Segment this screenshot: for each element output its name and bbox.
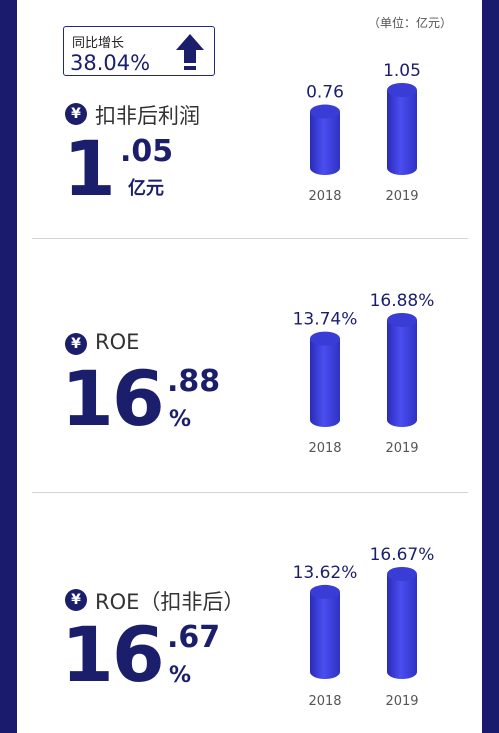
- bar-2019: [387, 567, 417, 679]
- tick-label: 2019: [385, 694, 418, 709]
- metric-unit: 亿元: [128, 178, 164, 199]
- metric-decimal: .88: [167, 364, 221, 399]
- data-label: 16.88%: [370, 291, 435, 311]
- yen-icon: ¥: [65, 589, 87, 611]
- data-label: 13.74%: [293, 310, 358, 330]
- up-arrow-icon: [176, 34, 204, 70]
- data-label: 13.62%: [293, 563, 358, 583]
- panel-roe: ¥ ROE 16 .88 %: [17, 239, 482, 492]
- bar-body: [310, 591, 340, 679]
- metric-decimal: .67: [167, 620, 221, 655]
- bar-2019: [387, 313, 417, 427]
- bar-top: [310, 331, 340, 346]
- bar-top: [387, 567, 417, 581]
- bar-2018: [310, 584, 340, 679]
- metric-unit: %: [169, 407, 192, 432]
- data-label: 1.05: [383, 61, 421, 81]
- bar-body: [387, 320, 417, 427]
- bar-body: [387, 90, 417, 175]
- growth-badge: 同比增长 38.04%: [63, 26, 215, 76]
- bar-2018: [310, 331, 340, 427]
- divider: [32, 238, 468, 239]
- bar-charts: 0.76 2018 1.05 2019 13.74% 2018 16.88% 2019 13.6…: [293, 61, 435, 709]
- bar-body: [310, 338, 340, 427]
- data-label: 16.67%: [370, 545, 435, 565]
- bar-top: [310, 584, 340, 599]
- bar-body: [387, 574, 417, 679]
- growth-label: 同比增长: [72, 36, 125, 51]
- tick-label: 2018: [308, 189, 341, 204]
- metric-label: ROE: [95, 330, 140, 354]
- metric-decimal: .05: [120, 134, 174, 169]
- bar-body: [310, 111, 340, 175]
- bar-top: [387, 83, 417, 97]
- divider: [32, 492, 468, 493]
- tick-label: 2018: [308, 694, 341, 709]
- panel-roe-deducted: ¥ ROE（扣非后） 16 .67 %: [17, 493, 482, 733]
- unit-note: （单位：亿元）: [367, 16, 452, 30]
- bar-2019: [387, 83, 417, 175]
- yen-icon: ¥: [65, 103, 87, 125]
- tick-label: 2019: [385, 441, 418, 456]
- bar-2018: [310, 104, 340, 175]
- metric-integer: 1: [63, 124, 116, 213]
- tick-label: 2018: [308, 441, 341, 456]
- metric-integer: 16: [61, 610, 165, 699]
- infographic-page: （单位：亿元） 同比增长 38.04% ¥ 扣非后利润 1 .05 亿元 ¥ R…: [17, 0, 482, 733]
- metric-label: 扣非后利润: [95, 104, 200, 128]
- metric-unit: %: [169, 663, 192, 688]
- metric-label: ROE（扣非后）: [95, 590, 245, 614]
- growth-value: 38.04%: [70, 51, 151, 75]
- metric-integer: 16: [61, 354, 165, 443]
- yen-icon: ¥: [65, 333, 87, 355]
- data-label: 0.76: [306, 83, 344, 103]
- bar-top: [310, 104, 340, 119]
- panel-net-profit: （单位：亿元） 同比增长 38.04% ¥ 扣非后利润 1 .05 亿元: [17, 0, 482, 238]
- bar-top: [387, 313, 417, 327]
- tick-label: 2019: [385, 189, 418, 204]
